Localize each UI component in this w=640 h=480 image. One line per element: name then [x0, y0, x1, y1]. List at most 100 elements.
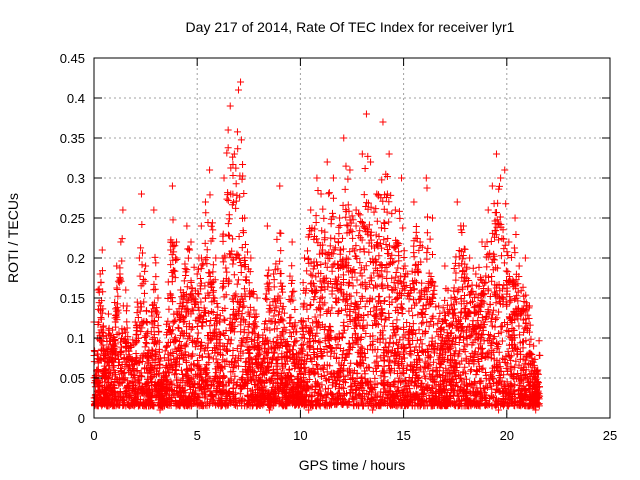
density-point [317, 395, 325, 403]
density-point [412, 228, 420, 236]
density-point [227, 336, 235, 344]
density-point [350, 305, 358, 313]
density-point [361, 375, 369, 383]
density-point [278, 315, 286, 323]
density-point [395, 374, 403, 382]
density-point [274, 339, 282, 347]
density-point [309, 331, 317, 339]
density-point [141, 267, 149, 275]
density-point [164, 317, 172, 325]
density-point [279, 282, 287, 290]
density-point [300, 299, 308, 307]
density-point [512, 281, 520, 289]
density-point [225, 389, 233, 397]
density-point [221, 394, 229, 402]
density-point [386, 387, 394, 395]
density-point [382, 241, 390, 249]
density-point [446, 392, 454, 400]
density-point [361, 303, 369, 311]
density-point [435, 315, 443, 323]
density-point [395, 207, 403, 215]
density-point [357, 218, 365, 226]
density-point [334, 308, 342, 316]
density-point [461, 363, 469, 371]
density-point [501, 318, 509, 326]
density-point [233, 251, 241, 259]
density-point [522, 323, 530, 331]
density-point [403, 362, 411, 370]
density-point [398, 309, 406, 317]
density-point [232, 293, 240, 301]
density-point [452, 269, 460, 277]
density-point [460, 277, 468, 285]
density-point [458, 396, 466, 404]
density-point [212, 355, 220, 363]
density-point [485, 401, 493, 409]
density-point [476, 378, 484, 386]
density-point [339, 245, 347, 253]
density-point [407, 347, 415, 355]
density-point [475, 282, 483, 290]
density-point [207, 390, 215, 398]
density-point [427, 375, 435, 383]
density-point [241, 292, 249, 300]
density-point [289, 394, 297, 402]
density-point [320, 371, 328, 379]
density-point [282, 402, 290, 410]
density-point [449, 391, 457, 399]
density-point [180, 277, 188, 285]
data-points [90, 78, 544, 414]
density-point [220, 315, 228, 323]
density-point [305, 368, 313, 376]
density-point [445, 322, 453, 330]
density-point [347, 375, 355, 383]
density-point [434, 356, 442, 364]
density-point [331, 383, 339, 391]
density-point [401, 383, 409, 391]
density-point [381, 224, 389, 232]
density-point [240, 326, 248, 334]
density-point [394, 279, 402, 287]
density-point [384, 391, 392, 399]
density-point [133, 298, 141, 306]
density-point [183, 379, 191, 387]
density-point [322, 385, 330, 393]
density-point [414, 349, 422, 357]
density-point [142, 338, 150, 346]
density-point [129, 371, 137, 379]
density-point [238, 310, 246, 318]
density-point [211, 294, 219, 302]
density-point [442, 285, 450, 293]
density-point [456, 320, 464, 328]
density-point [461, 370, 469, 378]
density-point [511, 363, 519, 371]
density-point [242, 358, 250, 366]
density-point [352, 386, 360, 394]
density-point [481, 368, 489, 376]
density-point [106, 331, 114, 339]
density-point [322, 342, 330, 350]
density-point [517, 376, 525, 384]
density-point [343, 221, 351, 229]
density-point [224, 231, 232, 239]
density-point [245, 265, 253, 273]
density-point [153, 340, 161, 348]
density-point [343, 229, 351, 237]
density-point [516, 339, 524, 347]
density-point [364, 402, 372, 410]
density-point [352, 242, 360, 250]
density-point [287, 332, 295, 340]
density-point [149, 372, 157, 380]
density-point [261, 294, 269, 302]
density-point [214, 362, 222, 370]
density-point [450, 284, 458, 292]
density-point [313, 365, 321, 373]
density-point [504, 367, 512, 375]
density-point [396, 214, 404, 222]
density-point [374, 192, 382, 200]
density-point [459, 267, 467, 275]
density-point [335, 389, 343, 397]
density-point [421, 358, 429, 366]
density-point [177, 315, 185, 323]
density-point [139, 276, 147, 284]
